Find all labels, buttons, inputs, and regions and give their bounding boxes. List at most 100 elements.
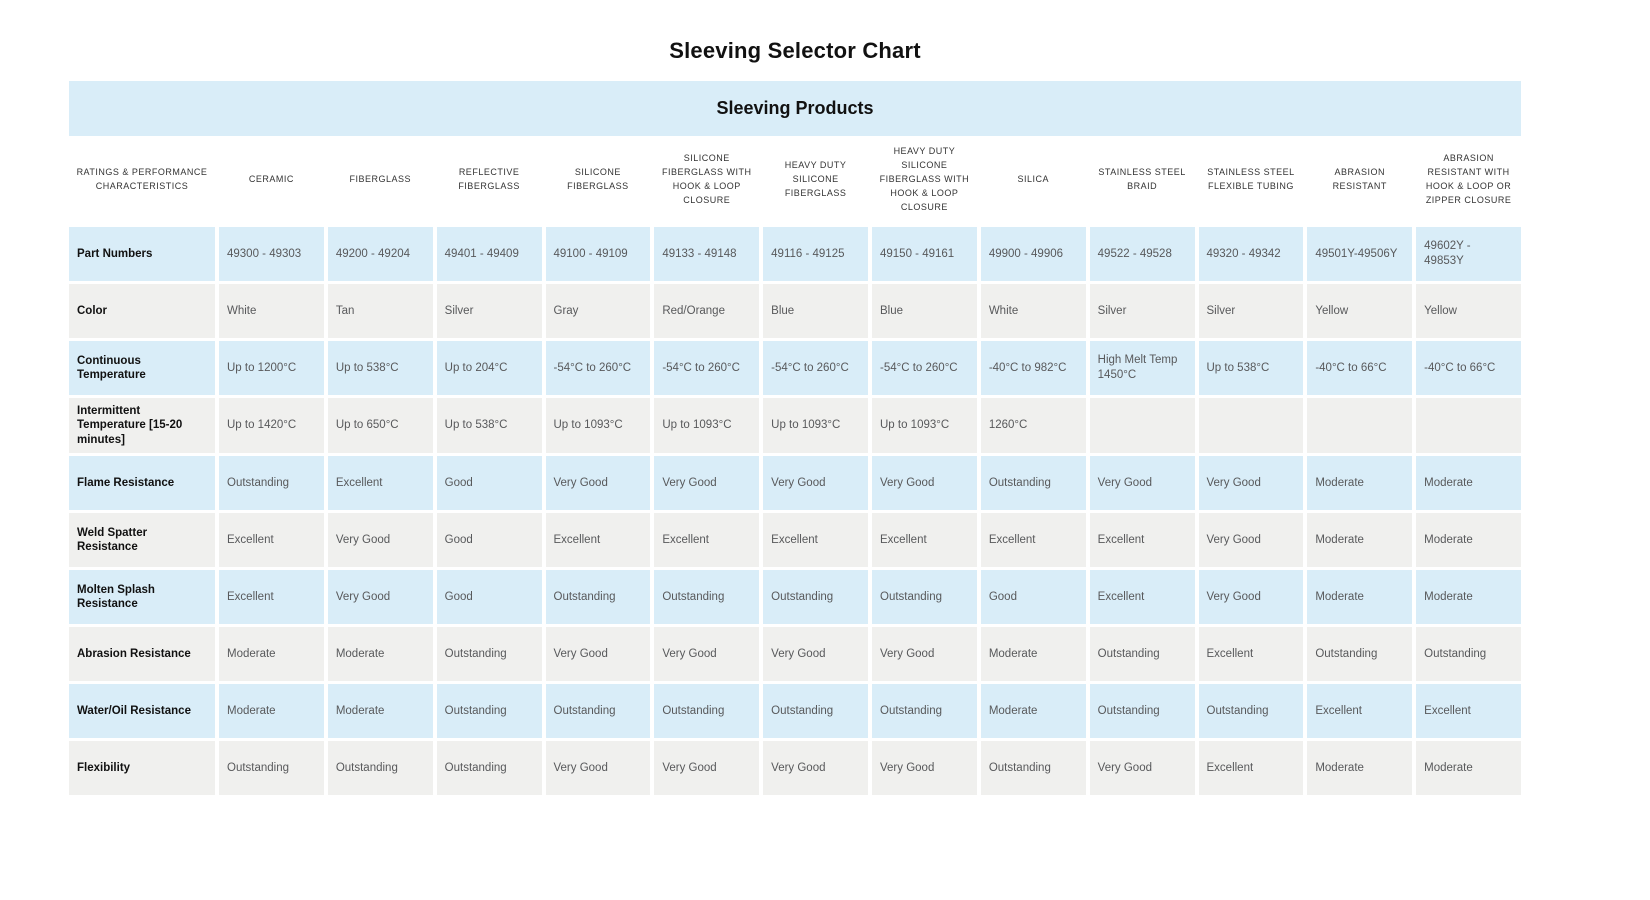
data-cell: Blue xyxy=(872,284,977,338)
data-cell: Outstanding xyxy=(763,570,868,625)
data-cell: Excellent xyxy=(1089,570,1195,625)
column-header-cell: SILICA xyxy=(980,136,1086,224)
data-cell: Excellent xyxy=(763,513,868,568)
data-cell: White xyxy=(219,284,324,338)
data-cell: Yellow xyxy=(1307,284,1413,338)
data-cell: Outstanding xyxy=(219,741,324,796)
data-cell: Excellent xyxy=(219,570,324,625)
data-cell: Very Good xyxy=(545,741,651,796)
data-cell: Moderate xyxy=(1307,513,1413,568)
data-cell: Red/Orange xyxy=(654,284,760,338)
data-cell: Very Good xyxy=(763,741,868,796)
row-label-cell: Intermittent Temperature [15-20 minutes] xyxy=(69,398,215,454)
data-cell: Up to 538°C xyxy=(1198,341,1304,395)
data-cell: 49522 - 49528 xyxy=(1089,227,1195,281)
column-header-cell: SILICONE FIBERGLASS WITH HOOK & LOOP CLO… xyxy=(654,136,760,224)
data-cell: Moderate xyxy=(1416,741,1521,796)
column-header-cell: HEAVY DUTY SILICONE FIBERGLASS xyxy=(763,136,868,224)
data-cell: -40°C to 66°C xyxy=(1307,341,1413,395)
data-cell: -40°C to 982°C xyxy=(980,341,1086,395)
data-cell: 49401 - 49409 xyxy=(436,227,542,281)
data-cell: -54°C to 260°C xyxy=(654,341,760,395)
data-cell: 49501Y-49506Y xyxy=(1307,227,1413,281)
data-cell: Outstanding xyxy=(980,741,1086,796)
data-cell: Outstanding xyxy=(763,684,868,739)
data-cell: High Melt Temp 1450°C xyxy=(1089,341,1195,395)
data-cell: 49200 - 49204 xyxy=(327,227,433,281)
data-cell: Good xyxy=(436,570,542,625)
data-cell: Outstanding xyxy=(872,570,977,625)
data-cell: Very Good xyxy=(654,741,760,796)
column-header-cell: ABRASION RESISTANT WITH HOOK & LOOP OR Z… xyxy=(1416,136,1521,224)
data-cell: Very Good xyxy=(327,570,433,625)
row-label-cell: Color xyxy=(69,284,215,338)
row-label-cell: Molten Splash Resistance xyxy=(69,570,215,625)
data-cell: Blue xyxy=(763,284,868,338)
data-cell: Moderate xyxy=(219,627,324,682)
data-cell: 49116 - 49125 xyxy=(763,227,868,281)
data-cell: Very Good xyxy=(763,627,868,682)
data-cell: Up to 538°C xyxy=(436,398,542,454)
data-cell: Outstanding xyxy=(545,570,651,625)
data-cell: Excellent xyxy=(654,513,760,568)
data-cell: Very Good xyxy=(1198,456,1304,511)
data-cell: Moderate xyxy=(327,684,433,739)
row-label-cell: Weld Spatter Resistance xyxy=(69,513,215,568)
data-cell: Very Good xyxy=(872,456,977,511)
data-cell: Very Good xyxy=(1198,513,1304,568)
data-cell: Outstanding xyxy=(1307,627,1413,682)
data-cell: Excellent xyxy=(1198,741,1304,796)
data-cell: Yellow xyxy=(1416,284,1521,338)
data-cell: Silver xyxy=(1089,284,1195,338)
data-cell: Moderate xyxy=(980,684,1086,739)
page: Sleeving Selector Chart Sleeving Product… xyxy=(69,0,1521,796)
data-cell xyxy=(1307,398,1413,454)
data-cell xyxy=(1089,398,1195,454)
group-header-band: Sleeving Products xyxy=(69,81,1521,136)
column-header-cell: FIBERGLASS xyxy=(327,136,433,224)
data-cell: Up to 650°C xyxy=(327,398,433,454)
data-cell: Very Good xyxy=(872,627,977,682)
data-cell: -40°C to 66°C xyxy=(1416,341,1521,395)
data-cell: Moderate xyxy=(1307,570,1413,625)
data-cell: Moderate xyxy=(219,684,324,739)
data-cell: Excellent xyxy=(219,513,324,568)
data-cell: Very Good xyxy=(1089,456,1195,511)
data-cell: Outstanding xyxy=(1416,627,1521,682)
data-cell: Outstanding xyxy=(545,684,651,739)
row-label-cell: Flexibility xyxy=(69,741,215,796)
data-cell: 49133 - 49148 xyxy=(654,227,760,281)
data-cell: Silver xyxy=(436,284,542,338)
data-cell: Moderate xyxy=(1307,456,1413,511)
data-cell: Moderate xyxy=(1416,513,1521,568)
data-cell: Moderate xyxy=(1416,456,1521,511)
data-cell: Up to 1200°C xyxy=(219,341,324,395)
data-cell: Outstanding xyxy=(1198,684,1304,739)
data-cell: Up to 1093°C xyxy=(654,398,760,454)
data-cell: Silver xyxy=(1198,284,1304,338)
data-cell: Very Good xyxy=(1089,741,1195,796)
data-cell: -54°C to 260°C xyxy=(763,341,868,395)
data-cell: Moderate xyxy=(327,627,433,682)
data-cell: Up to 538°C xyxy=(327,341,433,395)
data-cell: Very Good xyxy=(327,513,433,568)
column-header-cell: STAINLESS STEEL FLEXIBLE TUBING xyxy=(1198,136,1304,224)
corner-header-cell: RATINGS & PERFORMANCE CHARACTERISTICS xyxy=(69,136,215,224)
group-header-label: Sleeving Products xyxy=(716,98,874,118)
data-cell: Very Good xyxy=(1198,570,1304,625)
data-cell: Good xyxy=(980,570,1086,625)
data-cell: Up to 1093°C xyxy=(763,398,868,454)
data-cell: Excellent xyxy=(980,513,1086,568)
data-cell: Very Good xyxy=(545,456,651,511)
column-header-cell: ABRASION RESISTANT xyxy=(1307,136,1413,224)
row-label-cell: Part Numbers xyxy=(69,227,215,281)
data-cell: Good xyxy=(436,456,542,511)
data-cell: Up to 204°C xyxy=(436,341,542,395)
data-cell: Moderate xyxy=(980,627,1086,682)
data-cell: Outstanding xyxy=(1089,627,1195,682)
row-label-cell: Water/Oil Resistance xyxy=(69,684,215,739)
data-cell: Outstanding xyxy=(654,684,760,739)
data-cell: 49150 - 49161 xyxy=(872,227,977,281)
column-header-cell: REFLECTIVE FIBERGLASS xyxy=(436,136,542,224)
data-cell: Very Good xyxy=(654,456,760,511)
